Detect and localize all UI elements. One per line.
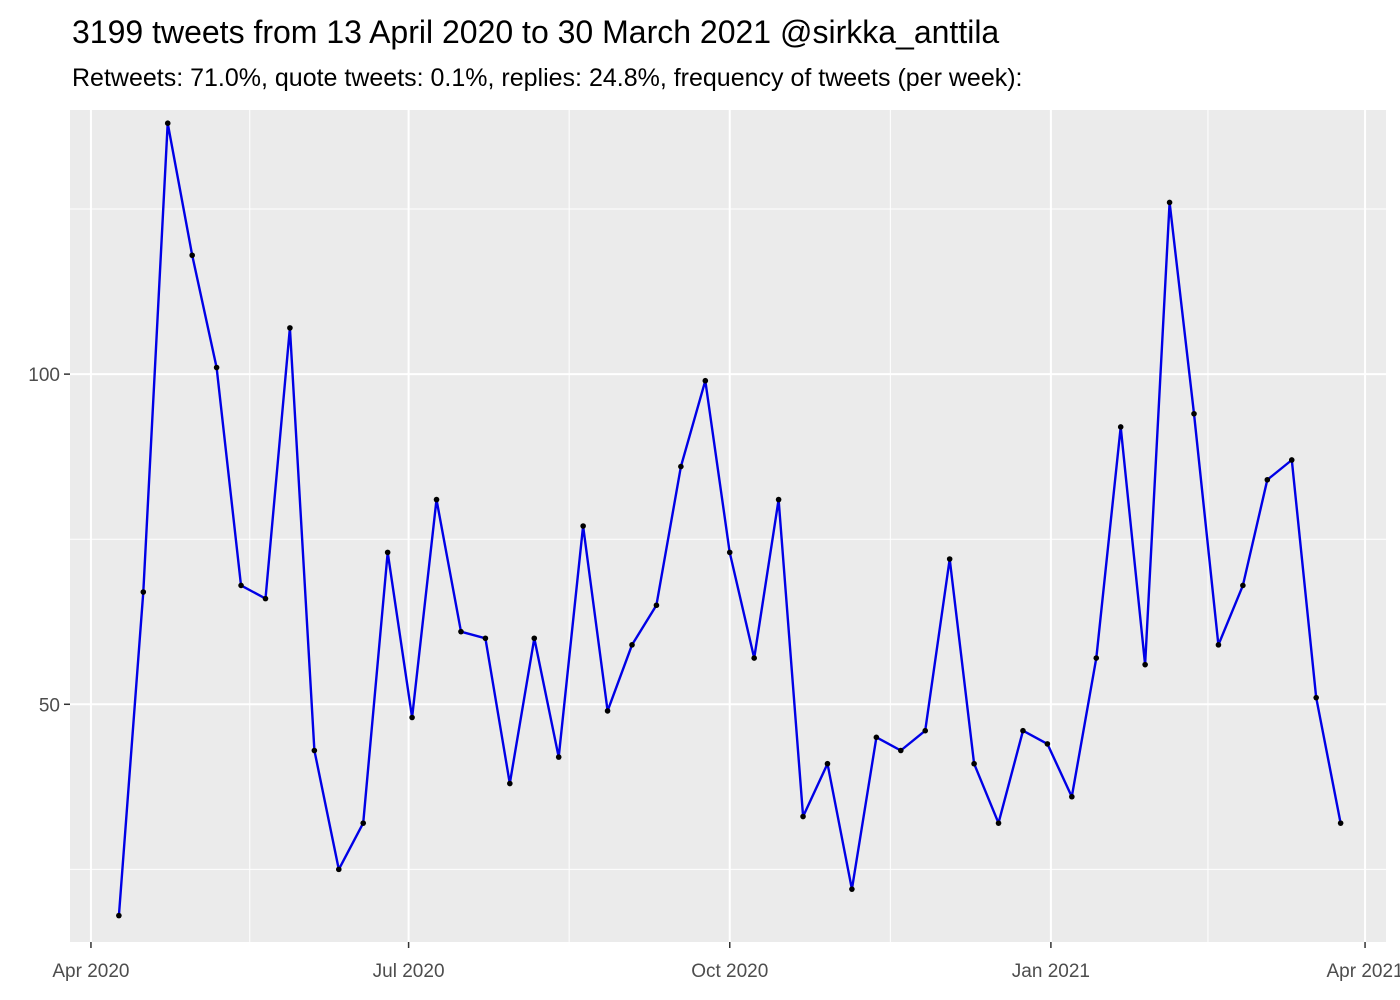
data-point bbox=[1240, 582, 1246, 589]
data-point bbox=[653, 602, 660, 609]
data-point bbox=[433, 496, 440, 503]
data-point bbox=[189, 252, 195, 259]
data-point bbox=[580, 523, 586, 529]
data-point bbox=[1264, 476, 1271, 483]
y-tick-label: 100 bbox=[28, 365, 60, 386]
data-point bbox=[116, 912, 122, 919]
x-tick-label: Jan 2021 bbox=[1012, 961, 1090, 982]
x-tick-label: Apr 2021 bbox=[1326, 961, 1400, 982]
data-point bbox=[458, 628, 464, 635]
data-point bbox=[678, 463, 684, 470]
x-tick-label: Apr 2020 bbox=[52, 961, 129, 982]
data-point bbox=[1044, 741, 1051, 747]
tick-labels: Apr 2020 Jul 2020 Oct 2020 Jan 2021 Apr 2021… bbox=[28, 365, 1400, 982]
data-point bbox=[775, 496, 782, 503]
data-point bbox=[800, 813, 806, 820]
data-point bbox=[1142, 661, 1148, 668]
data-point bbox=[531, 635, 538, 642]
data-point bbox=[995, 820, 1002, 826]
data-point bbox=[140, 589, 147, 595]
data-point bbox=[409, 714, 415, 721]
data-point bbox=[946, 556, 953, 562]
data-point bbox=[482, 635, 489, 642]
data-point bbox=[751, 655, 757, 661]
x-tick-label: Oct 2020 bbox=[691, 961, 768, 982]
data-point bbox=[629, 642, 635, 648]
minor-grid-lines bbox=[70, 110, 1386, 942]
data-point bbox=[1313, 694, 1319, 701]
data-point bbox=[1288, 457, 1295, 463]
x-tick-label: Jul 2020 bbox=[373, 961, 445, 982]
data-point bbox=[1069, 793, 1075, 800]
data-point bbox=[1337, 820, 1344, 826]
data-point bbox=[1191, 410, 1197, 417]
data-point bbox=[1166, 199, 1173, 206]
data-point bbox=[1215, 642, 1222, 648]
data-points bbox=[116, 120, 1344, 919]
data-point bbox=[238, 582, 244, 589]
data-point bbox=[849, 886, 855, 892]
data-point bbox=[262, 595, 269, 602]
data-point bbox=[213, 364, 220, 371]
data-point bbox=[1117, 424, 1124, 430]
y-tick-label: 50 bbox=[39, 695, 60, 716]
data-point bbox=[507, 780, 513, 787]
data-point bbox=[287, 325, 293, 331]
axis-ticks bbox=[64, 373, 1366, 948]
chart-title: 3199 tweets from 13 April 2020 to 30 Mar… bbox=[72, 14, 1000, 50]
data-point bbox=[1020, 727, 1026, 734]
data-point bbox=[311, 747, 318, 754]
data-point bbox=[702, 377, 709, 384]
data-point bbox=[726, 549, 733, 556]
data-point bbox=[922, 727, 929, 734]
data-point bbox=[604, 708, 611, 714]
plot-panel bbox=[70, 110, 1386, 942]
data-point bbox=[360, 820, 367, 826]
data-point bbox=[824, 760, 831, 767]
data-point bbox=[897, 747, 904, 754]
data-point bbox=[873, 734, 880, 741]
chart-subtitle: Retweets: 71.0%, quote tweets: 0.1%, rep… bbox=[72, 64, 1023, 92]
data-point bbox=[164, 120, 171, 127]
data-point bbox=[335, 866, 342, 873]
data-point bbox=[971, 760, 977, 767]
data-point bbox=[1093, 655, 1100, 661]
major-grid-lines bbox=[70, 110, 1386, 942]
data-point bbox=[384, 549, 391, 556]
data-point bbox=[555, 754, 562, 760]
